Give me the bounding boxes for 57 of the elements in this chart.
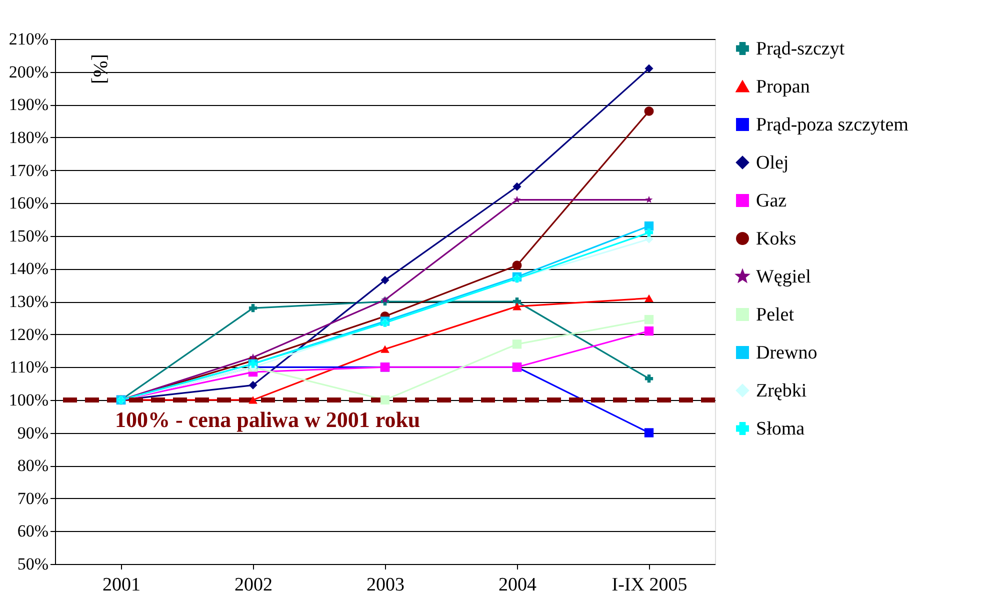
point: [644, 428, 654, 438]
y-tick-label: 200%: [8, 62, 48, 82]
legend-label: Węgiel: [756, 266, 811, 288]
point: [513, 196, 521, 203]
point: [644, 106, 654, 116]
y-tick-label: 70%: [17, 488, 48, 508]
ref-line-label: 100% - cena paliwa w 2001 roku: [115, 406, 420, 432]
y-tick-label: 170%: [8, 160, 48, 180]
point: [644, 64, 654, 73]
point: [380, 276, 390, 284]
point: [644, 374, 654, 383]
y-tick-label: 160%: [8, 194, 48, 213]
point: [645, 196, 653, 203]
y-tick-label: 120%: [8, 324, 48, 344]
legend-label: Propan: [756, 76, 810, 98]
y-tick-label: 50%: [17, 554, 48, 574]
legend-label: Prąd-poza szczytem: [756, 114, 909, 136]
point: [512, 182, 522, 191]
point: [381, 296, 389, 303]
legend-label: Drewno: [756, 342, 818, 364]
point: [249, 353, 257, 360]
y-tick-label: 110%: [9, 358, 48, 377]
legend-label: Słoma: [756, 418, 806, 440]
y-tick-label: 100%: [8, 390, 48, 410]
point: [644, 294, 654, 302]
x-tick-label: 2003: [366, 574, 404, 596]
point: [248, 380, 258, 390]
legend-label: Zrębki: [756, 380, 807, 402]
point: [512, 302, 522, 310]
y-tick-label: 180%: [8, 128, 48, 147]
point: [380, 395, 390, 405]
y-tick-label: 150%: [8, 226, 48, 246]
point: [644, 228, 654, 237]
point: [512, 340, 522, 349]
legend-label: Koks: [756, 228, 796, 250]
point: [248, 304, 258, 312]
legend-label: Gaz: [756, 190, 787, 212]
x-tick-label: I-IX 2005: [612, 574, 688, 596]
x-tick-label: 2001: [102, 574, 140, 596]
x-tick-label: 2004: [498, 574, 537, 596]
point: [644, 314, 654, 324]
y-tick-label: 210%: [8, 30, 48, 48]
legend-label: Prąd-szczyt: [756, 38, 846, 60]
y-tick-label: 140%: [8, 259, 48, 278]
y-tick-label: 190%: [8, 95, 48, 114]
point: [380, 345, 390, 353]
legend-label: Olej: [756, 152, 789, 174]
y-axis-title: [%]: [89, 54, 111, 84]
x-tick-label: 2002: [234, 574, 272, 596]
point: [512, 260, 522, 270]
y-tick-label: 60%: [17, 522, 48, 541]
y-tick-label: 80%: [17, 456, 48, 476]
y-tick-label: 130%: [8, 292, 48, 311]
point: [644, 326, 654, 336]
point: [248, 396, 258, 404]
y-tick-label: 90%: [17, 423, 48, 442]
legend-label: Pelet: [756, 304, 795, 326]
